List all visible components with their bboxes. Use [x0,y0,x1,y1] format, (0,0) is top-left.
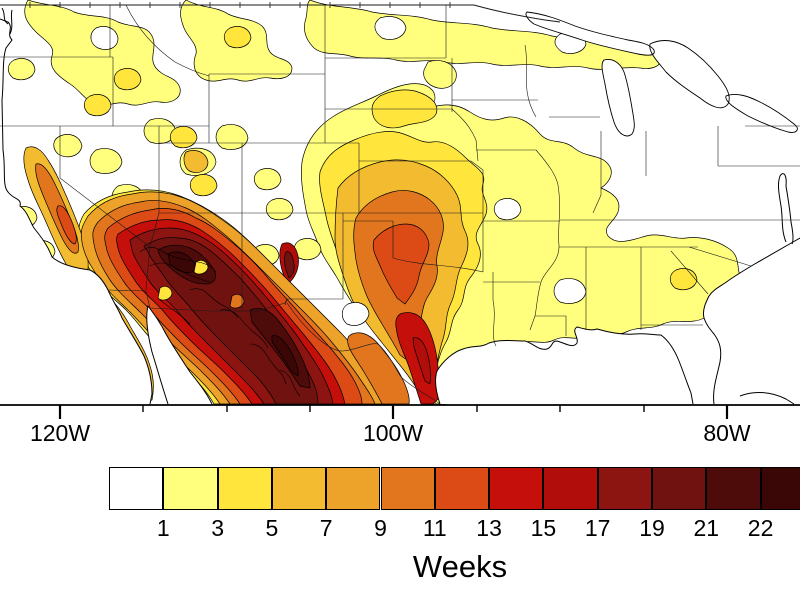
colorbar-swatch-11 [652,467,707,510]
axis-label-80w: 80W [703,420,751,446]
us-mexico-border [107,289,441,405]
colorbar-swatch-1 [109,467,164,510]
lake-huron [649,40,730,108]
colorbar-swatch-4 [271,467,327,510]
lake-erie [725,94,798,133]
gulf-of-mexico [435,327,693,404]
coastline [0,7,800,405]
atlantic-ocean [703,238,800,404]
colorbar-tick-label-22: 22 [747,515,774,541]
colorbar-tick-label-17: 17 [584,515,611,541]
colorbar-tick-label-11: 11 [422,515,447,541]
colorbar-swatch-9 [543,467,598,510]
colorbar-swatch-8 [489,467,544,510]
cuba-coastline [739,391,795,405]
colorbar-swatch-3 [217,467,272,510]
canada-border [0,2,561,23]
lake-superior [525,12,655,56]
colorbar-swatch-10 [597,467,652,510]
axis-ticks [58,405,729,419]
axis-label-120w: 120W [29,420,91,446]
colorbar-tick-label-5: 5 [265,515,279,541]
colorbar-title: Weeks [412,549,508,584]
colorbar-swatch-7 [434,467,490,510]
lakeshores [525,11,798,137]
colorbar-swatch-5 [326,467,381,510]
chesapeake-bay [778,173,794,244]
colorbar-tick-label-21: 21 [693,515,720,541]
contour-region-level9plus [122,227,334,405]
lake-michigan [602,59,635,136]
colorbar-tick-label-1: 1 [156,515,170,541]
pacific-ocean [0,19,152,404]
colorbar-tick-label-7: 7 [319,515,333,541]
colorbar-tick-label-13: 13 [476,515,502,541]
colorbar-swatch-6 [380,467,435,510]
axis-label-100w: 100W [362,420,424,446]
colorbar-swatch-12 [706,467,761,510]
colorbar-tick-label-3: 3 [211,515,224,541]
water-bodies [0,12,800,404]
colorbar-tick-label-19: 19 [639,515,665,541]
colorbar-swatch-13 [760,467,800,510]
contour-white-holes [90,16,587,326]
colorbar-tick-label-15: 15 [530,515,557,541]
state-borders [0,4,800,405]
colorbar-swatch-2 [163,467,218,510]
colorbar-tick-label-9: 9 [374,515,387,541]
contour-texture-lines [139,247,301,397]
